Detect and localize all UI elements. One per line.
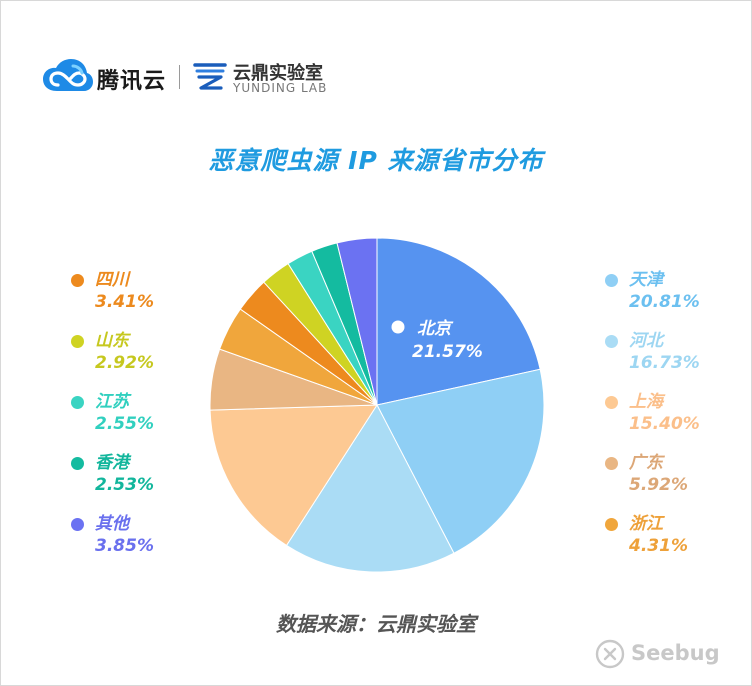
pie-slice-天津 bbox=[376, 368, 545, 554]
legend-value: 2.53% bbox=[95, 475, 154, 495]
legend-swatch bbox=[605, 518, 618, 531]
pie-chart: 北京 21.57% bbox=[209, 237, 545, 573]
legend-swatch bbox=[71, 335, 84, 348]
legend-value: 5.92% bbox=[629, 475, 688, 495]
legend-value: 15.40% bbox=[629, 414, 700, 434]
pie-slice-河北 bbox=[285, 404, 455, 573]
legend-label: 香港 bbox=[95, 453, 129, 473]
data-source-note: 数据来源：云鼎实验室 bbox=[276, 612, 476, 636]
legend-swatch bbox=[605, 335, 618, 348]
slice-label-name: 北京 bbox=[417, 319, 454, 339]
tencent-cloud-wordmark: 腾讯云 bbox=[97, 69, 167, 94]
pie-slice-其他 bbox=[336, 237, 378, 406]
seebug-wordmark: Seebug bbox=[631, 641, 720, 665]
slice-label-value: 21.57% bbox=[412, 342, 483, 362]
legend-value: 3.41% bbox=[95, 292, 154, 312]
yunding-lab-english: YUNDING LAB bbox=[233, 81, 328, 95]
legend-label: 四川 bbox=[95, 270, 129, 290]
legend-label: 河北 bbox=[629, 331, 663, 351]
legend-value: 2.55% bbox=[95, 414, 154, 434]
cloud-icon bbox=[43, 59, 93, 91]
legend-value: 4.31% bbox=[629, 536, 688, 556]
legend-label: 其他 bbox=[95, 514, 129, 534]
legend-label: 天津 bbox=[629, 270, 663, 290]
legend-label: 山东 bbox=[95, 331, 129, 351]
logo-divider bbox=[179, 65, 180, 89]
legend-label: 江苏 bbox=[95, 392, 129, 412]
slice-label-dot bbox=[391, 320, 405, 334]
legend-value: 2.92% bbox=[95, 353, 154, 373]
legend-swatch bbox=[71, 457, 84, 470]
pie-slice-上海 bbox=[209, 404, 378, 547]
legend-value: 20.81% bbox=[629, 292, 700, 312]
legend-value: 16.73% bbox=[629, 353, 700, 373]
pie-slice-北京 bbox=[376, 237, 541, 406]
legend-label: 浙江 bbox=[629, 514, 663, 534]
legend-value: 3.85% bbox=[95, 536, 154, 556]
legend-label: 上海 bbox=[629, 392, 663, 412]
legend-swatch bbox=[605, 457, 618, 470]
legend-swatch bbox=[605, 396, 618, 409]
yunding-lab-icon bbox=[193, 63, 227, 90]
seebug-bug-icon bbox=[595, 639, 625, 669]
legend-swatch bbox=[605, 274, 618, 287]
legend-swatch bbox=[71, 518, 84, 531]
chart-title: 恶意爬虫源 IP 来源省市分布 bbox=[208, 146, 544, 175]
legend-label: 广东 bbox=[629, 453, 663, 473]
legend-swatch bbox=[71, 274, 84, 287]
legend-swatch bbox=[71, 396, 84, 409]
yunding-lab-name: 云鼎实验室 bbox=[233, 63, 323, 84]
seebug-watermark: Seebug bbox=[595, 637, 725, 673]
